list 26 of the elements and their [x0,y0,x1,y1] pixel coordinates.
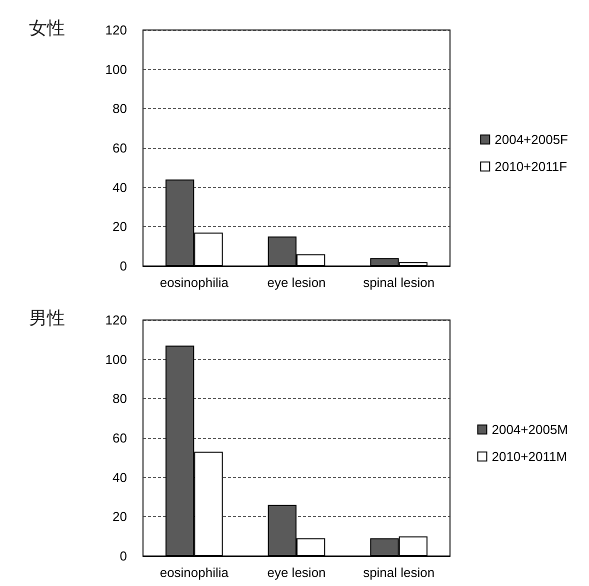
x-tick-label: eosinophilia [160,275,230,290]
chart-title: 男性 [29,308,65,328]
y-tick-label: 100 [105,352,127,367]
x-tick-label: spinal lesion [363,565,435,580]
y-tick-label: 100 [105,62,127,77]
y-tick-label: 60 [112,140,127,156]
y-tick-label: 120 [105,22,127,38]
legend-label: 2010+2011M [492,449,568,464]
x-tick-label: eye lesion [267,275,326,290]
y-tick-label: 20 [112,509,127,524]
y-tick-label: 0 [120,258,127,274]
y-tick-label: 120 [105,312,127,328]
legend-label: 2004+2005F [494,132,568,147]
y-tick-label: 80 [112,101,127,116]
y-tick-label: 40 [112,180,127,195]
x-tick-label: eosinophilia [160,565,230,580]
x-tick-label: eye lesion [267,565,326,580]
legend-label: 2010+2011F [494,159,568,174]
chart-title: 女性 [29,18,65,38]
y-tick-label: 40 [112,470,127,485]
y-tick-label: 0 [120,548,127,564]
y-tick-label: 80 [112,391,127,406]
x-tick-label: spinal lesion [363,275,435,290]
y-tick-label: 60 [112,430,127,446]
y-tick-label: 20 [112,219,127,234]
legend-label: 2004+2005M [492,422,568,437]
